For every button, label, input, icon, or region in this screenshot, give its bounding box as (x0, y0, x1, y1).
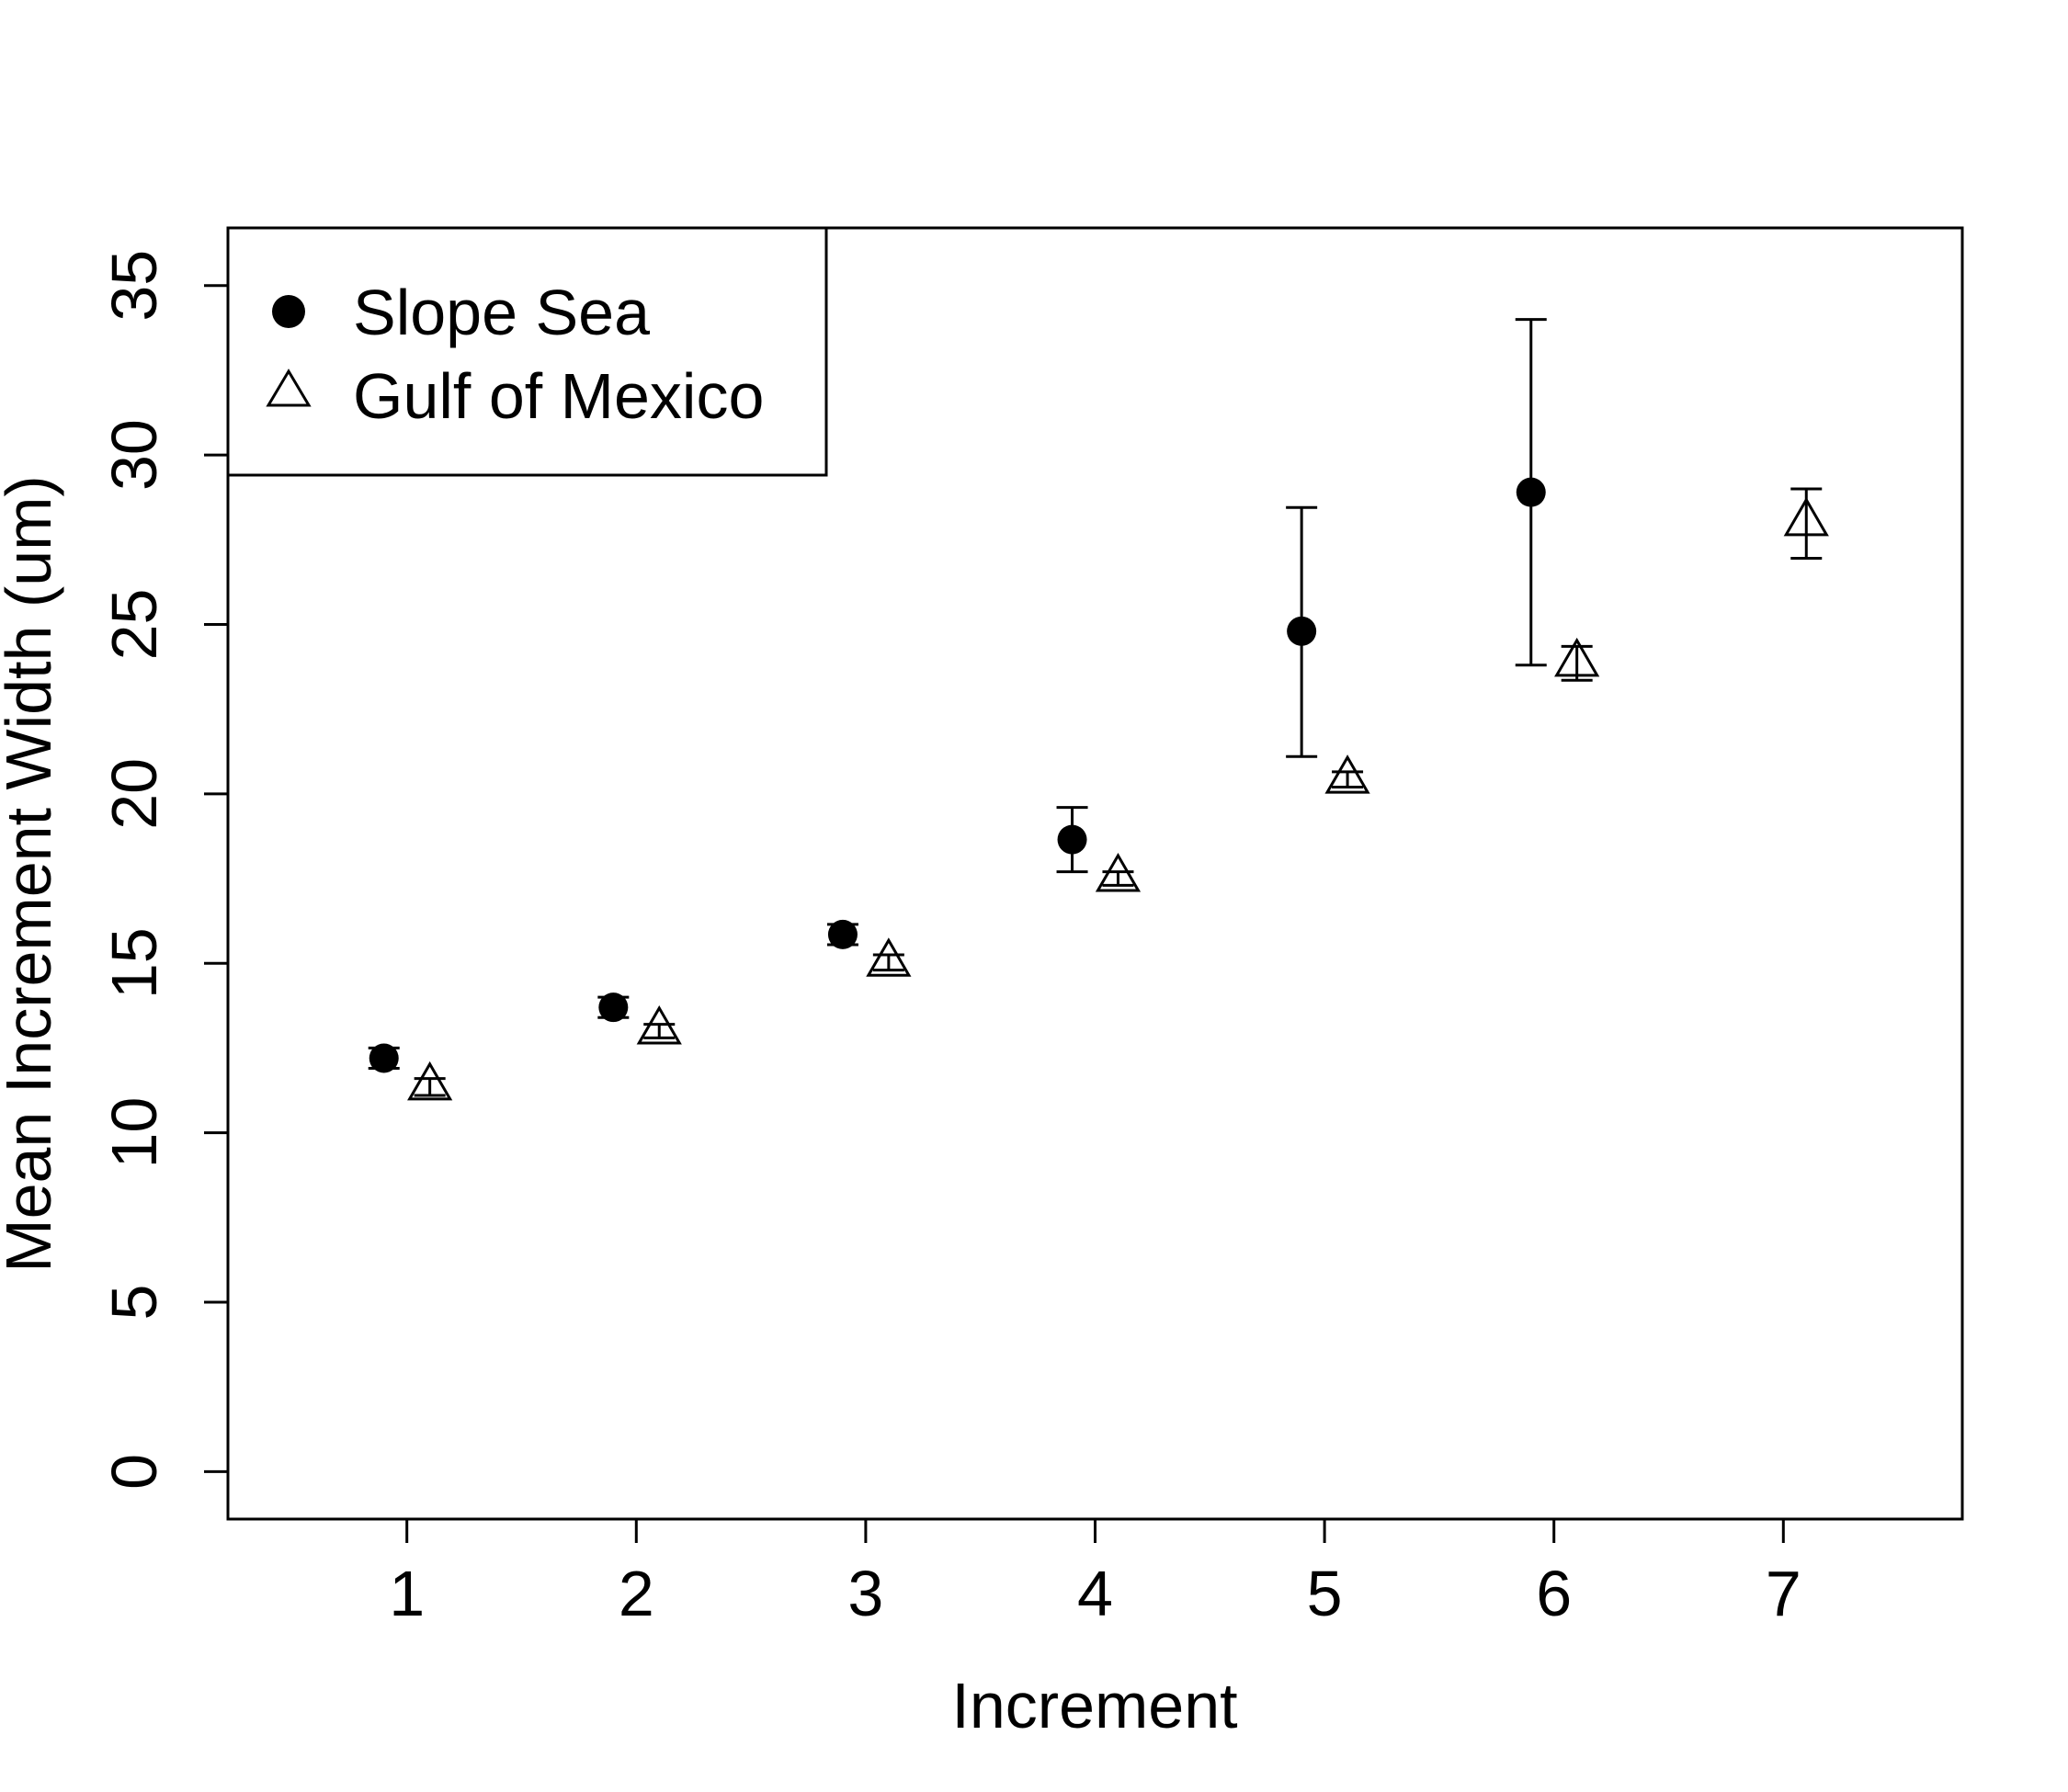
y-tick-label: 5 (98, 1285, 170, 1321)
gulf-of-mexico-point (1324, 754, 1370, 794)
legend-gulf-of-mexico-marker (266, 369, 312, 407)
y-tick-label: 25 (98, 589, 170, 661)
plot-frame (226, 226, 1964, 1521)
slope-sea-point (827, 919, 858, 949)
y-tick-label: 15 (98, 927, 170, 999)
legend-slope-sea-label: Slope Sea (353, 277, 650, 348)
gulf-of-mexico-point (1783, 496, 1829, 537)
data-marks (368, 318, 1829, 1101)
x-tick-label: 4 (1077, 1558, 1113, 1629)
gulf-of-mexico-point (866, 937, 912, 977)
y-tick-label: 20 (98, 758, 170, 830)
y-axis-label: Mean Increment Width (um) (0, 475, 64, 1272)
x-tick-label: 3 (847, 1558, 883, 1629)
y-tick-label: 30 (98, 419, 170, 491)
x-tick-label: 5 (1307, 1558, 1343, 1629)
y-tick-label: 0 (98, 1454, 170, 1490)
y-tick-label: 35 (98, 250, 170, 322)
x-tick-label: 6 (1536, 1558, 1572, 1629)
legend-gulf-of-mexico-label: Gulf of Mexico (353, 360, 764, 432)
x-tick-label: 1 (389, 1558, 425, 1629)
slope-sea-point (1516, 477, 1546, 507)
x-tick-label: 7 (1766, 1558, 1801, 1629)
legend-slope-sea-marker (272, 295, 305, 328)
slope-sea-point (598, 992, 629, 1023)
legend: Slope Sea Gulf of Mexico (226, 226, 828, 477)
legend-box (226, 226, 828, 477)
x-tick-label: 2 (619, 1558, 654, 1629)
gulf-of-mexico-point (407, 1060, 453, 1101)
gulf-of-mexico-point (1095, 853, 1142, 892)
slope-sea-point (1057, 824, 1087, 855)
gulf-of-mexico-point (1554, 637, 1600, 677)
slope-sea-point (369, 1043, 399, 1073)
axis-ticks: 1 2 3 4 5 6 7 0 5 10 15 20 25 30 35 (98, 250, 1801, 1629)
x-axis-label: Increment (951, 1670, 1237, 1741)
y-tick-label: 10 (98, 1097, 170, 1169)
gulf-of-mexico-point (636, 1004, 682, 1045)
slope-sea-point (1287, 616, 1317, 646)
